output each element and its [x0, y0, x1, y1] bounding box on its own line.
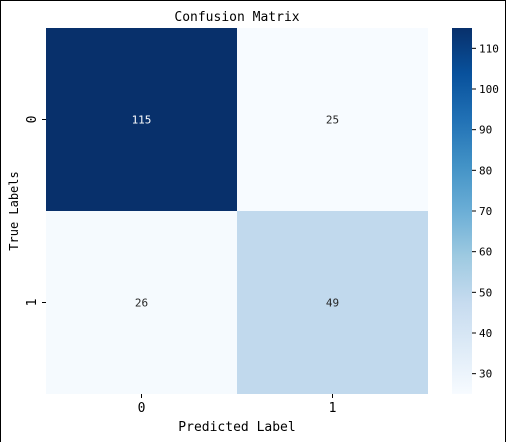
colorbar-tick-label-3: 60	[479, 246, 492, 259]
chart-title: Confusion Matrix	[174, 10, 299, 25]
cell-annotation-0-1: 25	[326, 114, 339, 127]
colorbar	[452, 28, 472, 394]
colorbar-tick-label-4: 70	[479, 205, 492, 218]
colorbar-tick-label-0: 30	[479, 368, 492, 381]
heatmap-cell-1-1	[237, 211, 428, 394]
colorbar-tick-label-6: 90	[479, 124, 492, 137]
colorbar-tick-label-1: 40	[479, 327, 492, 340]
heatmap-cell-0-0	[46, 28, 237, 211]
colorbar-tick-label-8: 110	[479, 42, 499, 55]
cell-annotation-0-0: 115	[132, 114, 152, 127]
colorbar-tick-label-2: 50	[479, 286, 492, 299]
y-tick-label-0: 0	[25, 116, 40, 124]
cell-annotation-1-0: 26	[135, 297, 148, 310]
x-tick-label-0: 0	[138, 401, 146, 416]
y-axis-label: True Labels	[7, 171, 21, 250]
x-tick-label-1: 1	[329, 401, 337, 416]
y-tick-label-1: 1	[25, 299, 40, 307]
frame-left-edge	[0, 0, 1, 442]
frame-top-edge	[0, 0, 506, 1]
cell-annotation-1-1: 49	[326, 297, 339, 310]
colorbar-tick-label-7: 100	[479, 83, 499, 96]
colorbar-tick-label-5: 80	[479, 164, 492, 177]
heatmap-cell-0-1	[237, 28, 428, 211]
x-axis-label: Predicted Label	[178, 420, 295, 435]
heatmap-cell-1-0	[46, 211, 237, 394]
